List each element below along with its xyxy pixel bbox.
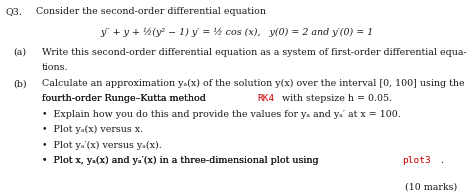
Text: Q3.: Q3. — [6, 7, 23, 16]
Text: tions.: tions. — [42, 63, 68, 72]
Text: with stepsize h = 0.05.: with stepsize h = 0.05. — [279, 94, 392, 103]
Text: Consider the second-order differential equation: Consider the second-order differential e… — [36, 7, 265, 16]
Text: (b): (b) — [13, 79, 27, 88]
Text: •  Plot x, yₐ(x) and yₐ′(x) in a three-dimensional plot using: • Plot x, yₐ(x) and yₐ′(x) in a three-di… — [42, 156, 321, 165]
Text: RK4: RK4 — [257, 94, 274, 103]
Text: •  Explain how you do this and provide the values for yₐ and yₐ′ at x = 100.: • Explain how you do this and provide th… — [42, 110, 401, 119]
Text: Write this second-order differential equation as a system of first-order differe: Write this second-order differential equ… — [42, 48, 466, 57]
Text: y′′ + y + ½(y² − 1) y′ = ½ cos (x),   y(0) = 2 and y′(0) = 1: y′′ + y + ½(y² − 1) y′ = ½ cos (x), y(0)… — [100, 27, 374, 36]
Text: fourth-order Runge–Kutta method: fourth-order Runge–Kutta method — [42, 94, 209, 103]
Text: (10 marks): (10 marks) — [405, 183, 457, 192]
Text: plot3: plot3 — [402, 156, 431, 165]
Text: •  Plot yₐ′(x) versus yₐ(x).: • Plot yₐ′(x) versus yₐ(x). — [42, 141, 162, 150]
Text: (a): (a) — [13, 48, 27, 57]
Text: •  Plot yₐ(x) versus x.: • Plot yₐ(x) versus x. — [42, 125, 143, 134]
Text: fourth-order Runge–Kutta method: fourth-order Runge–Kutta method — [42, 94, 209, 103]
Text: •  Plot x, yₐ(x) and yₐ′(x) in a three-dimensional plot using: • Plot x, yₐ(x) and yₐ′(x) in a three-di… — [42, 156, 321, 165]
Text: .: . — [439, 156, 443, 165]
Text: Calculate an approximation yₐ(x) of the solution y(x) over the interval [0, 100]: Calculate an approximation yₐ(x) of the … — [42, 79, 465, 88]
